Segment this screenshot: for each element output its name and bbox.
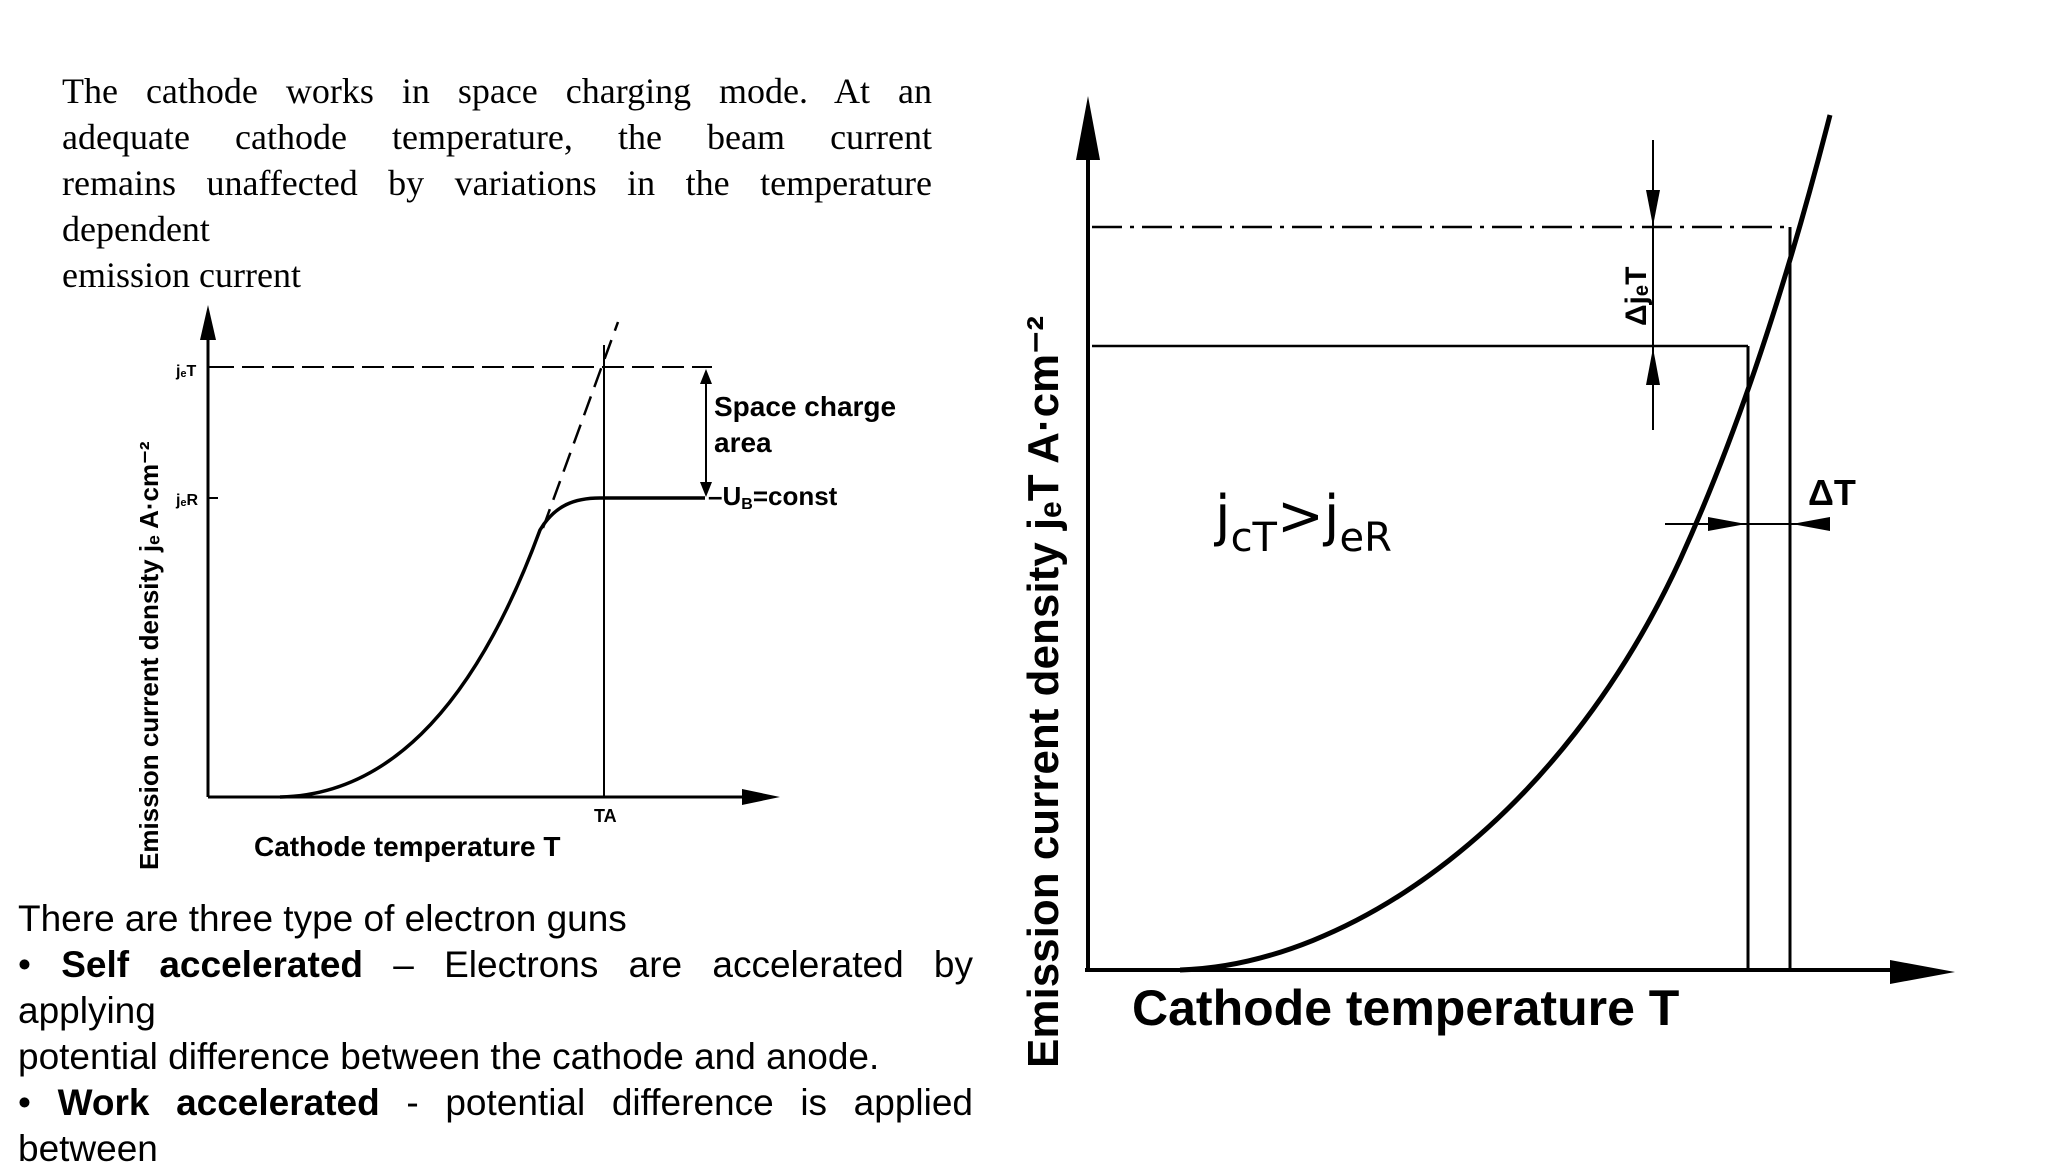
bullet: •: [18, 1082, 31, 1123]
bullet: •: [18, 944, 31, 985]
intro-line-1: The cathode works in space charging mode…: [62, 71, 932, 111]
left-x-axis-arrow: [742, 789, 780, 805]
left-x-axis-label: Cathode temperature T: [254, 831, 561, 862]
gun-text-self-accelerated: – Electrons are accelerated by: [393, 944, 973, 985]
intro-line-4: dependent: [62, 209, 210, 249]
right-y-axis-arrow: [1076, 96, 1100, 160]
intro-line-2: adequate cathode temperature, the beam c…: [62, 117, 932, 157]
right-delta-j-label: ΔjₑT: [1620, 266, 1653, 326]
left-extrapolation-dashed: [541, 321, 620, 529]
left-diagram: jₑT jₑR TA Space charge area –UB=const C…: [134, 305, 896, 870]
right-delta-T-arrow-left: [1708, 517, 1746, 531]
electron-guns-text: There are three type of electron guns • …: [18, 896, 973, 1172]
gun-item-self-accelerated-cont-2: potential difference between the cathode…: [18, 1036, 880, 1077]
left-emission-curve: [279, 496, 705, 799]
gun-item-self-accelerated-cont-1: applying: [18, 990, 156, 1031]
left-tick-TA-label: TA: [594, 806, 617, 826]
left-space-charge-label-1: Space charge: [714, 391, 896, 422]
left-tick-jeR-label: jₑR: [175, 492, 198, 509]
right-emission-curve: [1179, 114, 1833, 973]
right-x-axis-label: Cathode temperature T: [1132, 980, 1679, 1036]
right-diagram: ΔjₑT ΔT jcT>jeR Cathode temperature T Em…: [1019, 96, 1955, 1068]
left-y-axis-arrow: [200, 305, 216, 340]
right-delta-j-arrow-top: [1646, 190, 1660, 226]
right-y-axis-label: Emission current density jₑT A·cm⁻²: [1019, 316, 1068, 1068]
intro-line-5: emission current: [62, 255, 301, 295]
left-tick-jeT-label: jₑT: [175, 363, 196, 380]
gun-item-work-accelerated-cont-1: between: [18, 1128, 158, 1169]
intro-line-3: remains unaffected by variations in the …: [62, 163, 932, 203]
gun-title-self-accelerated: Self accelerated: [61, 944, 364, 985]
left-space-charge-label-2: area: [714, 427, 772, 458]
guns-heading: There are three type of electron guns: [18, 898, 627, 939]
left-ub-label: –UB=const: [708, 481, 838, 513]
gun-title-work-accelerated: Work accelerated: [57, 1082, 380, 1123]
right-delta-T-label: ΔT: [1808, 472, 1856, 513]
left-space-charge-arrow-top: [700, 369, 712, 384]
right-delta-j-arrow-bottom: [1646, 348, 1660, 385]
left-y-axis-label: Emission current density jₑ A·cm⁻²: [134, 441, 164, 870]
right-x-axis-arrow: [1890, 960, 1955, 984]
gun-item-work-accelerated: • Work accelerated - potential differenc…: [18, 1080, 973, 1126]
intro-paragraph: The cathode works in space charging mode…: [62, 68, 932, 298]
right-relation-label: jcT>jeR: [1213, 484, 1392, 561]
gun-item-self-accelerated: • Self accelerated – Electrons are accel…: [18, 942, 973, 988]
left-space-charge-arrow-bottom: [700, 482, 712, 497]
gun-text-work-accelerated: - potential difference is applied: [406, 1082, 974, 1123]
right-delta-T-arrow-right: [1792, 517, 1830, 531]
